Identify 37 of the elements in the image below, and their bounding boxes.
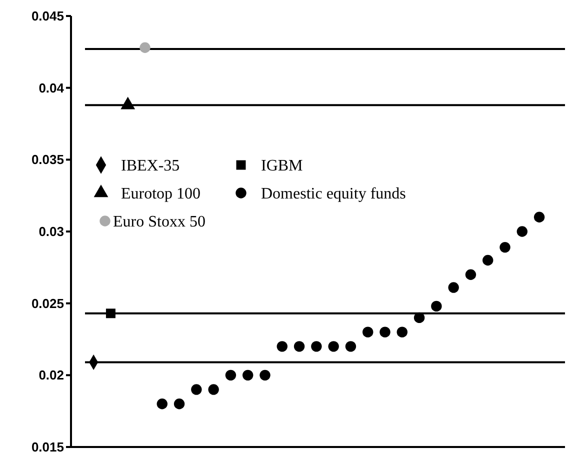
- legend-label: Eurotop 100: [121, 186, 201, 203]
- point: [208, 384, 219, 395]
- point: [500, 242, 510, 253]
- point: [174, 398, 185, 410]
- y-tick-label: 0.04: [38, 80, 65, 96]
- point: [345, 341, 356, 352]
- point: [362, 326, 374, 338]
- point: [328, 341, 339, 352]
- y-tick-label: 0.045: [31, 8, 64, 24]
- legend-label: Domestic equity funds: [261, 186, 406, 203]
- point: [294, 341, 305, 352]
- y-tick-label: 0.025: [31, 296, 64, 311]
- point: [414, 312, 425, 324]
- y-tick-label: 0.03: [38, 224, 64, 240]
- point: [276, 341, 288, 352]
- point: [465, 269, 476, 280]
- point: [140, 42, 150, 53]
- point: [260, 370, 270, 381]
- point: [380, 326, 390, 338]
- legend-label: Euro Stoxx 50: [113, 214, 206, 231]
- point: [448, 282, 459, 293]
- point: [106, 308, 116, 318]
- point: [156, 398, 168, 410]
- y-tick-label: 0.02: [38, 368, 64, 383]
- point: [482, 254, 494, 266]
- y-tick-label: 0.015: [31, 440, 64, 454]
- y-tick-label: 0.035: [31, 152, 64, 168]
- point: [311, 341, 322, 352]
- point: [225, 370, 236, 381]
- point: [431, 300, 442, 312]
- point: [242, 370, 254, 381]
- point: [396, 326, 408, 338]
- point: [516, 226, 528, 237]
- legend-label: IGBM: [261, 158, 303, 175]
- legend-label: IBEX-35: [121, 158, 180, 175]
- point: [191, 384, 202, 395]
- point: [534, 212, 545, 222]
